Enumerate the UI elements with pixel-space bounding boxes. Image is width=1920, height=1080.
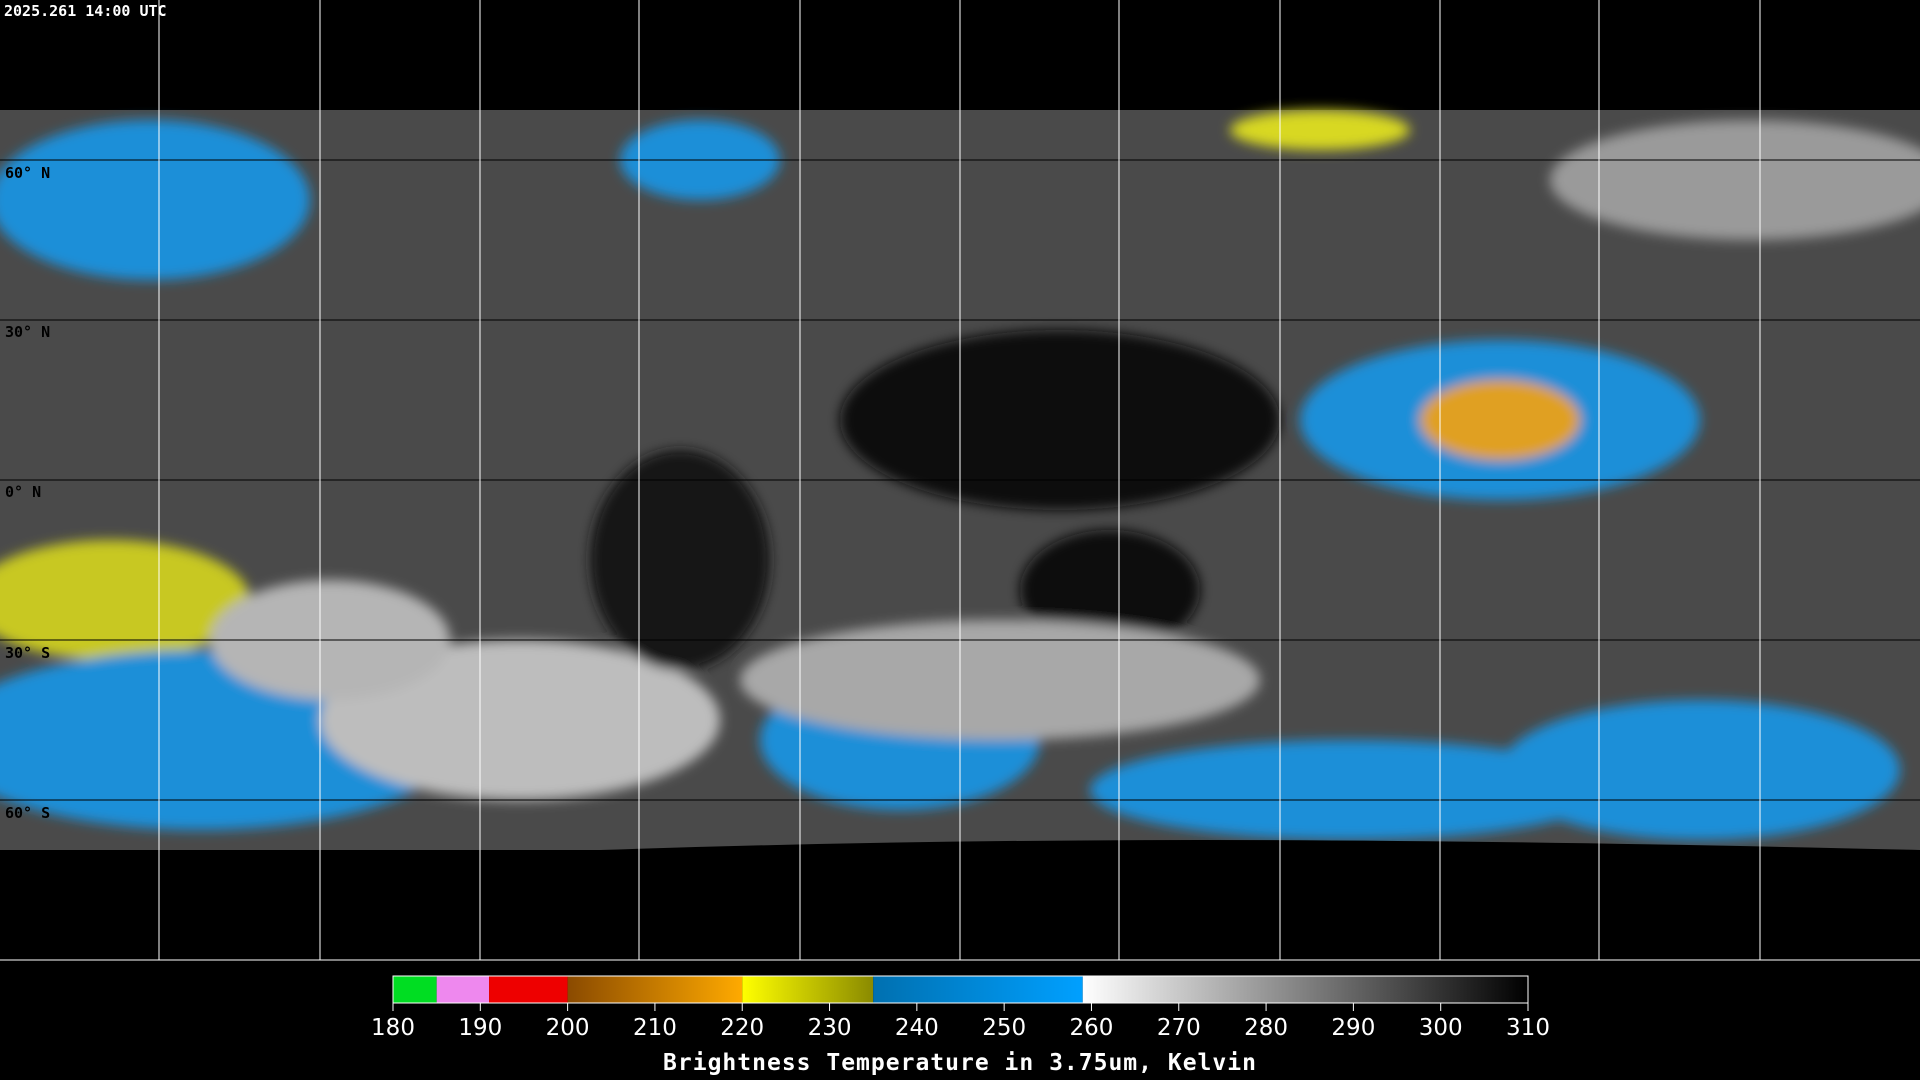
colorbar-title: Brightness Temperature in 3.75um, Kelvin — [663, 1050, 1257, 1076]
colorbar-tick-label: 290 — [1331, 1015, 1375, 1041]
meridians — [158, 0, 1761, 960]
colorbar-segment — [489, 976, 568, 1003]
latitude-label: 30° S — [5, 644, 50, 662]
colorbar-tick-label: 280 — [1244, 1015, 1288, 1041]
colorbar-tick-label: 250 — [982, 1015, 1026, 1041]
timestamp: 2025.261 14:00 UTC — [4, 2, 167, 20]
satellite-map: 2025.261 14:00 UTC 60° N 30° N 0° N 30° … — [0, 0, 1920, 961]
colorbar-tick-label: 310 — [1506, 1015, 1550, 1041]
colorbar-segment — [436, 976, 490, 1003]
colorbar-tick-label: 200 — [546, 1015, 590, 1041]
colorbar-tick-label: 270 — [1157, 1015, 1201, 1041]
latitude-label: 0° N — [5, 483, 41, 501]
colorbar-segment — [742, 976, 874, 1003]
colorbar-tick-label: 230 — [808, 1015, 852, 1041]
colorbar-frame — [392, 975, 1529, 1004]
colorbar-tick-label: 210 — [633, 1015, 677, 1041]
clouds — [0, 110, 1920, 840]
colorbar-tick-label: 240 — [895, 1015, 939, 1041]
colorbar-tick-label: 190 — [458, 1015, 502, 1041]
latitude-label: 60° N — [5, 164, 50, 182]
colorbar-segment — [873, 976, 1083, 1003]
latitude-label: 30° N — [5, 323, 50, 341]
colorbar-segment — [393, 976, 437, 1003]
colorbar-tick-label: 260 — [1070, 1015, 1114, 1041]
latitude-label: 60° S — [5, 804, 50, 822]
colorbar-tick-label: 180 — [371, 1015, 415, 1041]
colorbar-segment — [1082, 976, 1528, 1003]
colorbar-tick-label: 220 — [720, 1015, 764, 1041]
colorbar: 180 190 200 210 220 230 240 250 260 270 280 290 300 3… — [371, 975, 1550, 1041]
colorbar-segment — [567, 976, 743, 1003]
colorbar-tick-label: 300 — [1419, 1015, 1463, 1041]
